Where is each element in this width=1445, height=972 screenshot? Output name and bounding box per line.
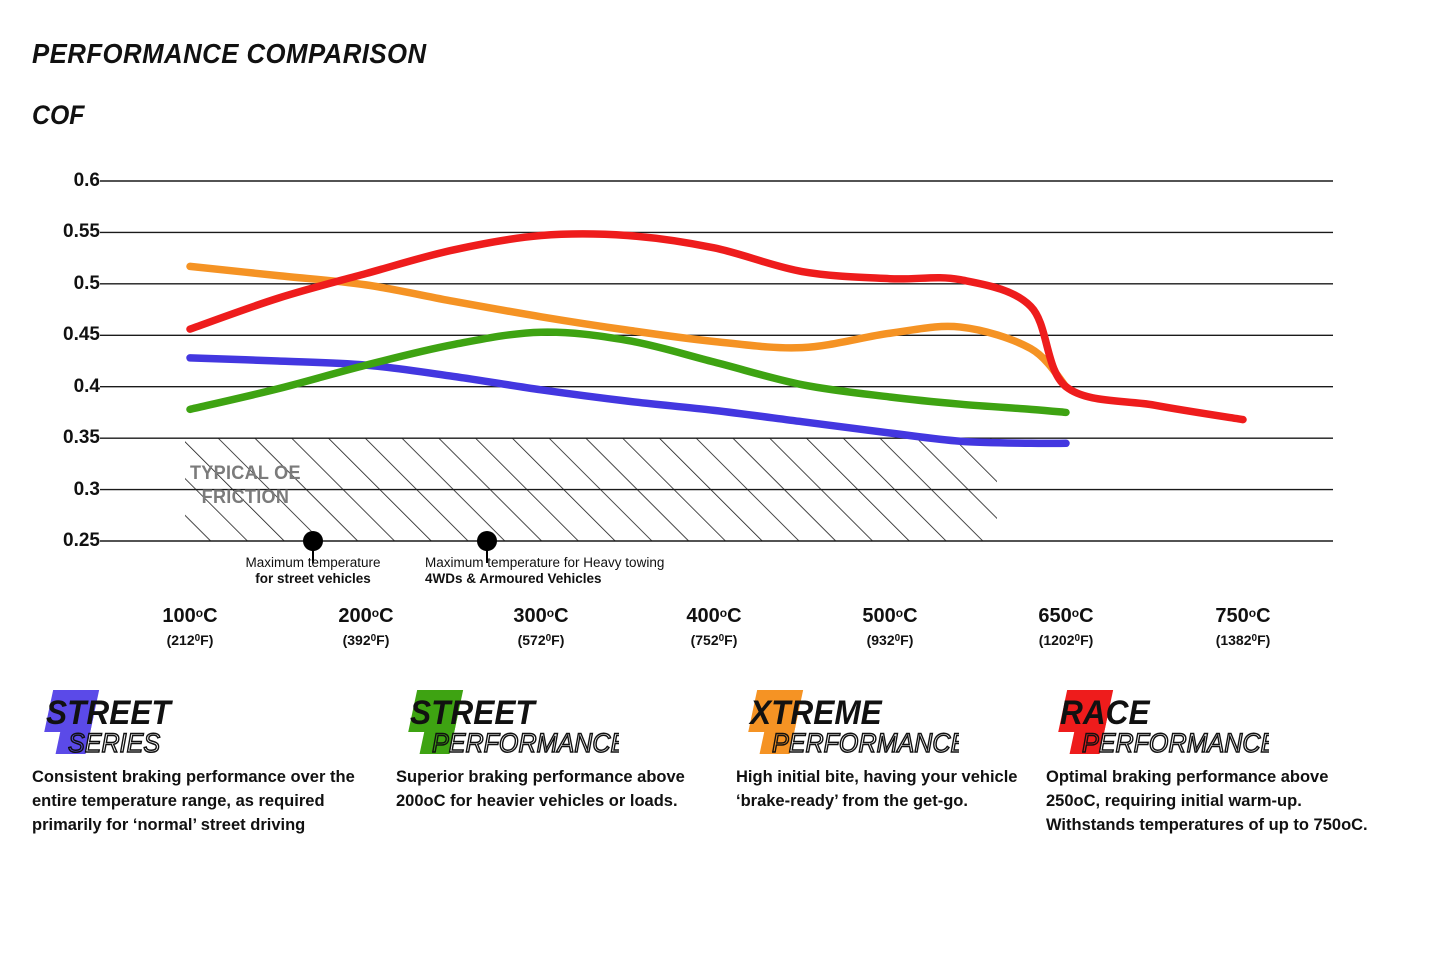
annotation-label: Maximum temperature for Heavy towing 4WDs… [425,555,665,587]
x-tick-fahrenheit: (2120F) [166,632,214,648]
x-tick-label: 650oC (12020F) [1038,605,1093,648]
product-column: STREET PERFORMANCE Superior braking perf… [396,686,726,814]
product-description: Superior braking performance above 200oC… [396,768,685,810]
logo-bottom-text: SERIES [68,727,161,758]
product-description: Optimal braking performance above 250oC,… [1046,768,1368,834]
product-logo: STREET PERFORMANCE [396,686,726,758]
series-line [186,230,1247,424]
y-tick-label: 0.25 [63,530,100,551]
x-tick-celsius: 200oC [338,605,394,627]
annotation-label: Maximum temperature for street vehicles [245,555,381,587]
x-tick-label: 200oC (3920F) [338,605,393,648]
y-tick-label: 0.4 [73,375,100,397]
typical-oe-friction-label: TYPICAL OE FRICTION [190,462,301,511]
x-tick-fahrenheit: (9320F) [866,632,914,648]
y-tick-label: 0.45 [63,324,100,346]
logo-top-text: RACE [1060,693,1151,731]
x-tick-label: 100oC (2120F) [162,605,217,648]
logo-top-text: XTREME [748,693,883,731]
plot-canvas [100,180,1333,563]
product-logo: XTREME PERFORMANCE [736,686,1036,758]
series-line [186,262,1070,391]
product-column: XTREME PERFORMANCE High initial bite, ha… [736,686,1036,814]
logo-bottom-text: PERFORMANCE [432,727,619,758]
product-description: High initial bite, having your vehicle ‘… [736,768,1018,810]
x-tick-celsius: 750oC [1215,605,1271,627]
x-tick-fahrenheit: (7520F) [690,632,738,648]
x-tick-celsius: 100oC [162,605,218,627]
product-logo: RACE PERFORMANCE [1046,686,1386,758]
x-tick-fahrenheit: (3920F) [342,632,390,648]
logo-bottom-text: PERFORMANCE [772,727,959,758]
y-tick-label: 0.55 [63,221,100,243]
logo-bottom-text: PERFORMANCE [1082,727,1269,758]
product-logo: STREET SERIES [32,686,384,758]
product-description: Consistent braking performance over the … [32,768,355,834]
x-tick-fahrenheit: (5720F) [517,632,565,648]
y-tick-label: 0.5 [73,272,100,294]
x-tick-celsius: 300oC [513,605,569,627]
x-tick-label: 750oC (13820F) [1215,605,1270,648]
product-logo-icon: XTREME PERFORMANCE [748,690,959,758]
y-tick-label: 0.35 [63,427,100,449]
y-axis-title: COF [32,100,85,130]
x-tick-celsius: 500oC [862,605,918,627]
series-line [186,328,1070,417]
page-title: PERFORMANCE COMPARISON [32,38,427,69]
annotation-marker-dot [477,531,497,551]
product-logo-icon: RACE PERFORMANCE [1058,690,1269,758]
band-label-line1: TYPICAL OE [190,463,301,484]
band-label-line2: FRICTION [201,487,290,509]
y-tick-label: 0.6 [73,170,100,191]
logo-top-text: STREET [46,693,174,731]
x-tick-label: 300oC (5720F) [513,605,568,648]
x-tick-celsius: 650oC [1038,605,1094,627]
x-tick-label: 500oC (9320F) [862,605,917,648]
cof-chart: 0.6 0.55 0.5 0.45 0.4 0.35 0.3 0.25 TYPICAL OE F… [30,0,1333,660]
y-tick-label: 0.3 [73,478,100,500]
product-column: STREET SERIES Consistent braking perform… [32,686,384,838]
annotation-marker-dot [303,531,323,551]
product-legend: STREET SERIES Consistent braking perform… [0,686,1445,972]
product-logo-icon: STREET SERIES [44,690,174,758]
series-line [186,354,1070,448]
x-tick-fahrenheit: (12020F) [1038,632,1094,648]
x-tick-celsius: 400oC [686,605,742,627]
logo-top-text: STREET [410,693,538,731]
x-tick-label: 400oC (7520F) [686,605,741,648]
product-column: RACE PERFORMANCE Optimal braking perform… [1046,686,1386,838]
product-logo-icon: STREET PERFORMANCE [408,690,619,758]
x-tick-fahrenheit: (13820F) [1215,632,1271,648]
y-axis-ticks: 0.6 0.55 0.5 0.45 0.4 0.35 0.3 0.25 [30,0,100,660]
